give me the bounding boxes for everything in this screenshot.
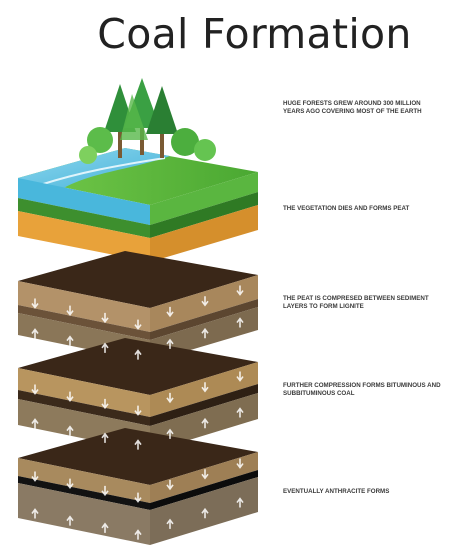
- page-title: Coal Formation: [97, 10, 412, 58]
- caption-bituminous: Further compression forms bituminous and…: [283, 382, 441, 397]
- caption-peat: The vegetation dies and forms peat: [283, 205, 410, 212]
- block-lignite: [18, 251, 258, 362]
- tree-icon: [79, 78, 216, 164]
- caption-forests: Huge forests grew around 300 million yea…: [283, 100, 422, 115]
- caption-lignite: The peat is compresed between sediment l…: [283, 295, 429, 310]
- block-forest-peat: [18, 78, 258, 262]
- caption-anthracite: Eventually anthracite forms: [283, 488, 390, 495]
